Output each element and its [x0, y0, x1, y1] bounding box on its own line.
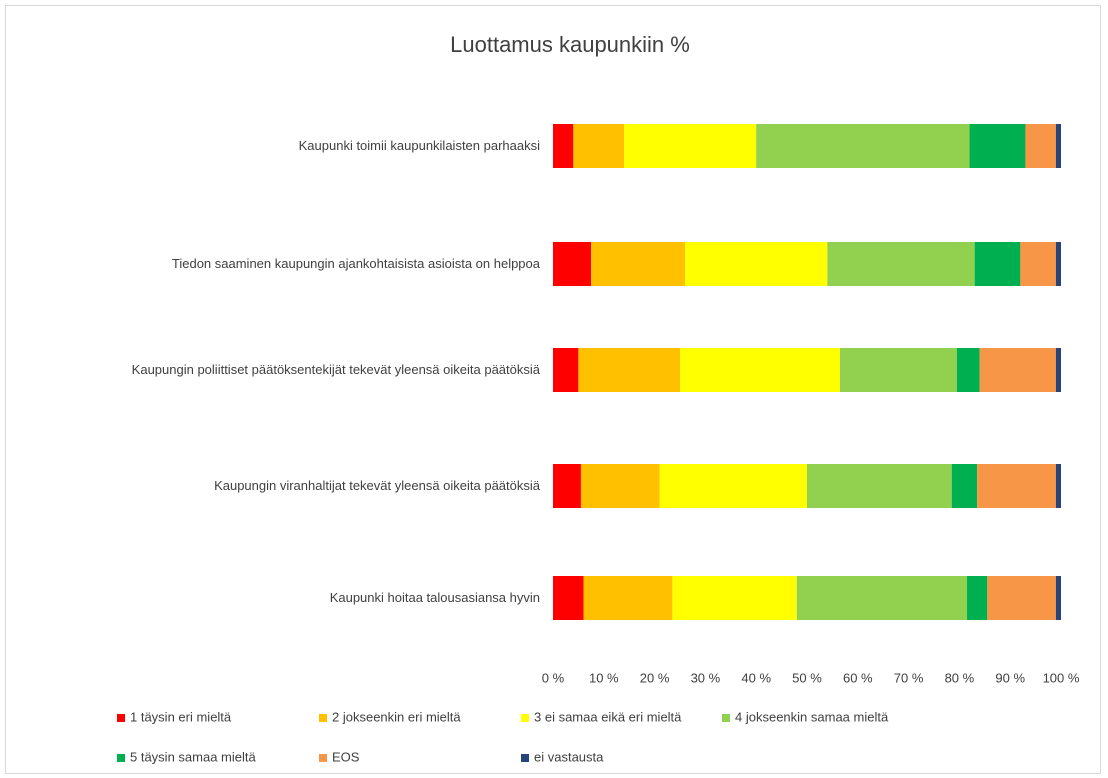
bar-segment [977, 464, 1056, 508]
bar-segment [1055, 348, 1061, 392]
legend-label: 4 jokseenkin samaa mieltä [735, 709, 889, 724]
bar-segment [1055, 464, 1061, 508]
bar-segment [685, 242, 828, 286]
legend-label: 3 ei samaa eikä eri mieltä [534, 709, 682, 724]
category-label: Tiedon saaminen kaupungin ajankohtaisist… [20, 244, 540, 284]
category-label: Kaupunki hoitaa talousasiansa hyvin [20, 578, 540, 618]
legend-swatch [521, 754, 529, 762]
bar-segment [672, 576, 797, 620]
bar-segment [796, 576, 968, 620]
bar-segment [680, 348, 841, 392]
bar-segment [553, 124, 574, 168]
legend-swatch [319, 754, 327, 762]
bar-segment [578, 348, 680, 392]
bar-segment [659, 464, 807, 508]
bar-segment [827, 242, 975, 286]
x-tick-label: 60 % [843, 670, 873, 685]
legend-label: ei vastausta [534, 749, 604, 764]
bar-segment [1055, 242, 1061, 286]
legend-swatch [521, 714, 529, 722]
bar-segment [624, 124, 757, 168]
x-tick-label: 40 % [741, 670, 771, 685]
legend-label: 5 täysin samaa mieltä [130, 749, 256, 764]
bar-segment [591, 242, 686, 286]
bar-segment [969, 124, 1026, 168]
legend-label: 1 täysin eri mieltä [130, 709, 232, 724]
bar-segment [1055, 124, 1061, 168]
bar-segment [573, 124, 625, 168]
bar-segment [580, 464, 660, 508]
x-tick-label: 20 % [640, 670, 670, 685]
legend-label: EOS [332, 749, 360, 764]
bar-segment [956, 348, 980, 392]
x-tick-label: 100 % [1043, 670, 1080, 685]
bar-segment [553, 348, 579, 392]
legend-swatch [722, 714, 730, 722]
bar-segment [840, 348, 957, 392]
x-tick-label: 70 % [894, 670, 924, 685]
category-text: Kaupunki toimii kaupunkilaisten parhaaks… [298, 138, 540, 153]
category-text: Kaupungin poliittiset päätöksentekijät t… [131, 362, 540, 377]
legend-swatch [117, 714, 125, 722]
x-tick-label: 0 % [542, 670, 565, 685]
category-text: Kaupunki hoitaa talousasiansa hyvin [329, 590, 540, 605]
category-label: Kaupunki toimii kaupunkilaisten parhaaks… [20, 126, 540, 166]
bar-segment [979, 348, 1056, 392]
bar-segment [553, 464, 581, 508]
chart-title: Luottamus kaupunkiin % [450, 32, 690, 57]
bar-segment [1025, 124, 1056, 168]
category-label: Kaupungin poliittiset päätöksentekijät t… [20, 350, 540, 390]
category-text: Kaupungin viranhaltijat tekevät yleensä … [214, 478, 540, 493]
category-text: Tiedon saaminen kaupungin ajankohtaisist… [171, 256, 540, 271]
bar-segment [951, 464, 978, 508]
bar-segment [756, 124, 970, 168]
x-tick-label: 50 % [792, 670, 822, 685]
bar-segment [974, 242, 1021, 286]
bar-segment [987, 576, 1056, 620]
x-tick-label: 10 % [589, 670, 619, 685]
category-label: Kaupungin viranhaltijat tekevät yleensä … [20, 466, 540, 506]
x-tick-label: 30 % [691, 670, 721, 685]
bar-segment [967, 576, 988, 620]
bar-segment [1020, 242, 1056, 286]
bar-segment [583, 576, 673, 620]
bar-segment [553, 576, 584, 620]
bar-segment [807, 464, 952, 508]
legend-label: 2 jokseenkin eri mieltä [332, 709, 461, 724]
bar-segment [1055, 576, 1061, 620]
legend-swatch [117, 754, 125, 762]
x-tick-label: 80 % [945, 670, 975, 685]
bar-segment [553, 242, 592, 286]
legend-swatch [319, 714, 327, 722]
x-tick-label: 90 % [995, 670, 1025, 685]
